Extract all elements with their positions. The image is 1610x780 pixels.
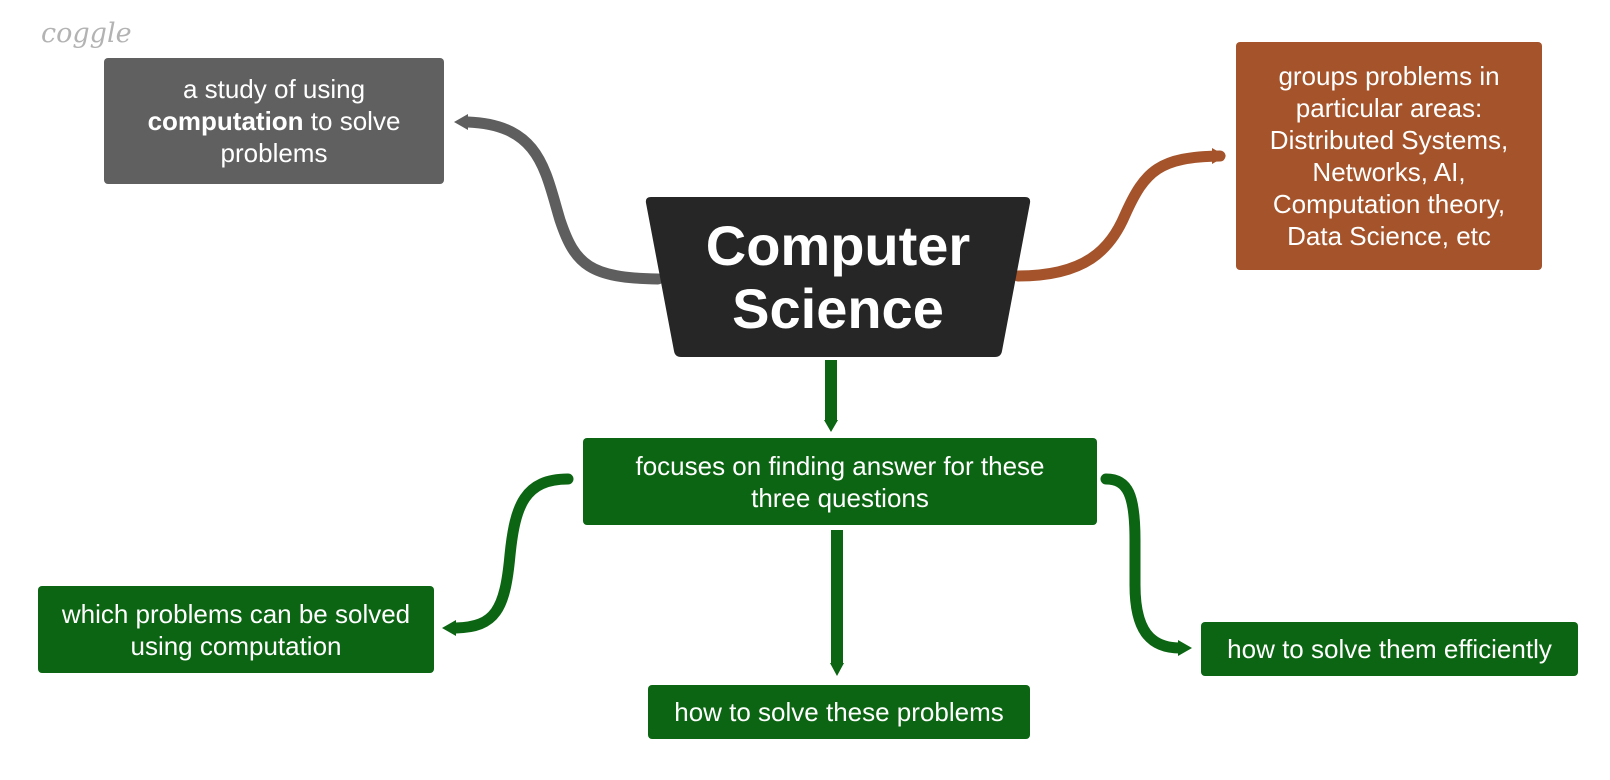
definition-text-pre: a study of using xyxy=(182,74,366,104)
question-node-how-to-solve[interactable]: how to solve these problems xyxy=(648,685,1030,739)
focus-node[interactable]: focuses on finding answer for these thre… xyxy=(583,438,1097,525)
definition-text: a study of using computation to solve pro… xyxy=(124,73,424,169)
question-text-how-to-solve: how to solve these problems xyxy=(674,697,1004,727)
arrowhead-efficient xyxy=(1178,640,1192,656)
arrowhead-definition xyxy=(454,114,468,130)
root-title-line2: Science xyxy=(732,277,944,340)
question-text-efficiently: how to solve them efficiently xyxy=(1227,634,1552,664)
link-root-areas xyxy=(1012,150,1226,282)
link-focus-efficient xyxy=(1100,473,1186,654)
definition-node[interactable]: a study of using computation to solve pro… xyxy=(104,58,444,184)
root-node-shape xyxy=(645,197,1031,357)
link-root-definition xyxy=(462,116,664,285)
definition-text-post: to solve problems xyxy=(220,106,401,168)
question-text-which-problems: which problems can be solved using compu… xyxy=(61,598,411,661)
root-node-computer-science[interactable]: Computer Science xyxy=(645,197,1031,357)
question-node-efficiently[interactable]: how to solve them efficiently xyxy=(1201,622,1578,676)
root-title: Computer Science xyxy=(706,214,970,340)
focus-text: focuses on finding answer for these thre… xyxy=(635,450,1045,513)
definition-text-bold: computation xyxy=(147,106,304,136)
question-node-which-problems[interactable]: which problems can be solved using compu… xyxy=(38,586,434,673)
link-focus-which xyxy=(450,473,574,634)
arrowhead-which xyxy=(442,620,456,636)
areas-node[interactable]: groups problems in particular areas: Dis… xyxy=(1236,42,1542,270)
areas-text: groups problems in particular areas: Dis… xyxy=(1269,61,1509,251)
root-title-line1: Computer xyxy=(705,214,971,277)
arrowhead-focus xyxy=(824,420,838,432)
arrowhead-areas xyxy=(1212,148,1226,164)
arrowhead-how xyxy=(830,663,844,676)
coggle-logo: coggle xyxy=(41,18,132,49)
